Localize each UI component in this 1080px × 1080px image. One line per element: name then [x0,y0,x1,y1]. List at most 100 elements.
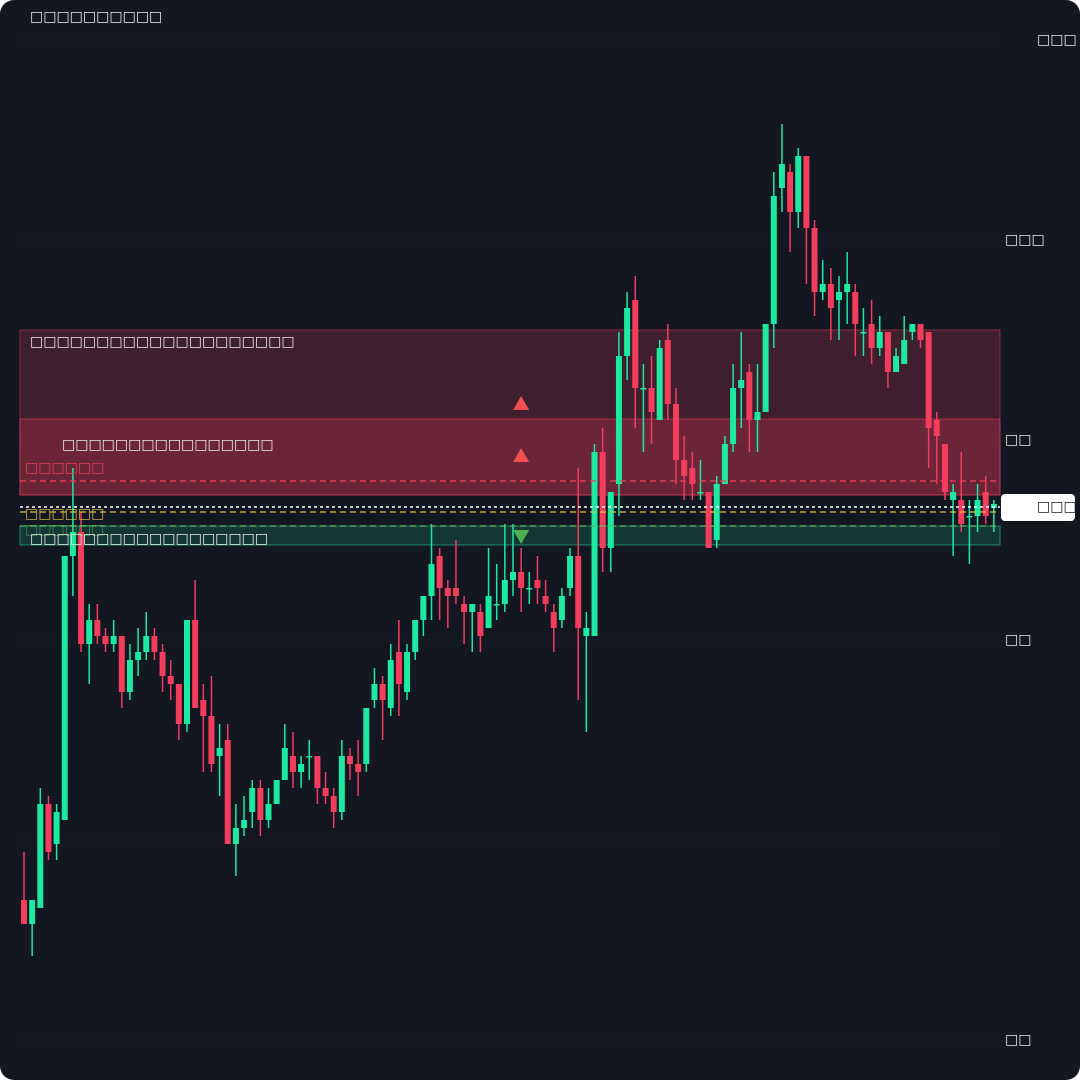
candle-body [656,348,663,420]
candle-body [208,716,215,764]
candle-body [917,324,924,340]
candle-body [510,572,516,580]
y-tick-label: □□ [1005,432,1031,448]
candle-body [461,604,468,612]
candle-body [941,444,948,492]
candle-body [827,284,834,308]
candle-body [901,340,908,364]
candle-body [102,636,109,644]
y-tick-label: □□ [1005,632,1031,648]
candle-body [624,308,631,356]
candle-body [730,388,737,444]
zone-label: □□□□□□□□□□□□□□□□□□ [30,531,268,547]
level-label: □□□□□□ [25,506,104,522]
candle-body [159,652,166,676]
candle-body [648,388,655,412]
candle-body [974,500,981,516]
candle-body [444,588,451,596]
candle-body [567,556,574,588]
candle-body [770,196,777,324]
candle-body [224,740,231,844]
candle-body [167,676,174,684]
candle-body [836,292,842,300]
candle-body [795,156,802,212]
candle-body [518,572,525,588]
candle-body [990,504,997,508]
candle-body [762,324,769,412]
candle-body [477,612,484,636]
candle-body [664,340,671,404]
candle-body [29,900,36,924]
signal-marker [513,448,530,462]
signal-marker [513,396,530,410]
candle-body [436,556,443,588]
candle-body [868,324,875,348]
candle-body [412,620,419,652]
candle-body [273,780,280,804]
candle-body [428,564,435,596]
candle-body [257,788,264,820]
candle-body [86,620,93,644]
candle-body [118,636,125,692]
level-label: □□□□□□ [25,460,104,476]
candle-body [575,556,582,628]
candle-body [322,788,329,796]
candle-body [534,580,541,588]
y-tick-label: □□□ [1037,32,1077,48]
candle-body [143,636,150,652]
candle-body [184,620,190,724]
candle-body [673,404,679,460]
candle-body [966,516,973,518]
candle-body [404,652,411,692]
candle-body [420,596,427,620]
candle-body [265,804,272,820]
zone-label: □□□□□□□□□□□□□□□□□□□□ [30,334,295,350]
candle-body [338,756,345,812]
candle-body [69,532,76,556]
candle-body [53,812,60,844]
candle-body [803,156,810,228]
candle-body [281,748,288,780]
candle-body [746,372,753,420]
candle-body [550,612,557,628]
candle-body [778,164,785,188]
candle-body [909,324,916,332]
candle-body [232,828,239,844]
candle-body [811,228,818,292]
candle-body [754,412,761,420]
candle-body [330,796,337,812]
candle-body [893,356,900,372]
candle-body [469,604,476,612]
candle-body [738,380,745,388]
candle-body [78,532,85,644]
candle-body [216,748,223,756]
y-tick-label: □□□ [1005,232,1045,248]
candle-body [192,620,199,708]
candle-body [526,588,533,590]
candle-body [379,684,386,700]
candle-body [135,652,142,660]
candle-body [501,580,508,604]
candle-body [21,900,27,924]
candle-body [126,660,133,692]
candle-body [640,388,647,390]
candle-body [395,652,402,684]
candle-body [249,788,256,812]
candle-body [713,484,720,540]
candle-body [933,420,940,436]
candle-body [241,820,248,828]
candle-body [876,332,883,348]
y-tick-label: □□ [1005,1032,1031,1048]
candle-body [175,684,182,724]
candle-body [607,492,614,548]
candle-body [151,636,158,652]
candle-body [599,452,606,548]
candle-body [925,332,932,428]
candle-body [884,332,891,372]
zone [19,329,1001,496]
candle-body [452,588,459,596]
price-tag [1001,494,1075,521]
candle-body [721,444,728,484]
